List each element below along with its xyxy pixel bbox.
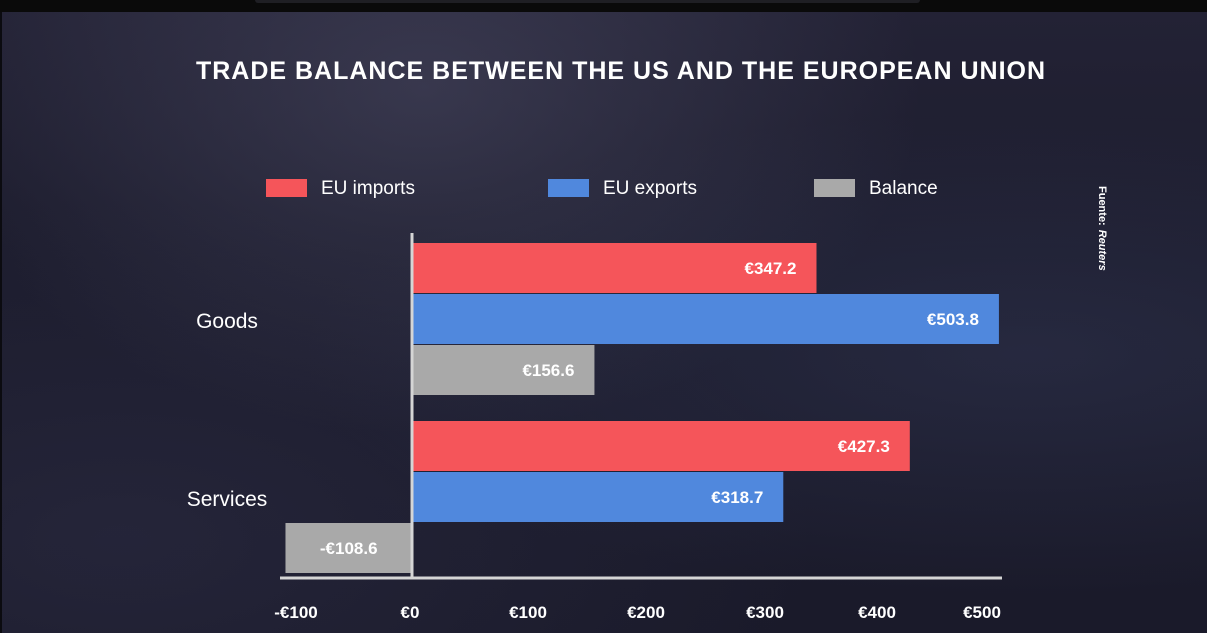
x-tick-labels: -€100 €0 €100 €200 €300 €400 €500 [274,603,1001,622]
legend-swatch-balance [814,179,855,197]
browser-top-bar [0,0,1207,12]
category-label-services: Services [187,488,268,511]
chart-title: TRADE BALANCE BETWEEN THE US AND THE EUR… [196,57,1046,85]
address-bar-edge [255,0,920,3]
bar-goods-eu-exports [412,294,999,344]
category-labels: Goods Services [187,310,268,511]
x-tick-label-1: €0 [401,603,420,622]
bar-services-eu-exports [412,472,784,522]
bar-label-goods-eu-exports: €503.8 [927,310,979,329]
source-note: Fuente: Reuters [1096,186,1108,271]
x-tick-label-0: -€100 [274,603,317,622]
bar-labels: €347.2 €503.8 €156.6 €427.3 €318.7 -€108.6 [320,259,979,558]
bar-label-goods-eu-imports: €347.2 [744,259,796,278]
source-name: Reuters [1096,230,1108,271]
bars [285,243,999,573]
legend-label-eu-exports: EU exports [603,178,697,199]
bar-label-goods-balance: €156.6 [522,361,574,380]
x-tick-label-6: €500 [963,603,1001,622]
x-tick-label-2: €100 [509,603,547,622]
legend-label-eu-imports: EU imports [321,178,415,199]
bar-goods-balance [412,345,595,395]
x-tick-label-5: €400 [858,603,896,622]
bar-services-balance [285,523,412,573]
source-label: Fuente: [1096,186,1108,226]
legend-label-balance: Balance [869,178,938,199]
bar-label-services-balance: -€108.6 [320,539,378,558]
bar-services-eu-imports [412,421,910,471]
bar-label-services-eu-exports: €318.7 [711,488,763,507]
x-tick-label-3: €200 [627,603,665,622]
legend-swatch-eu-imports [266,179,307,197]
legend-swatch-eu-exports [548,179,589,197]
category-label-goods: Goods [196,310,258,333]
bar-label-services-eu-imports: €427.3 [838,437,890,456]
legend: EU imports EU exports Balance [266,178,938,199]
x-tick-label-4: €300 [746,603,784,622]
bar-goods-eu-imports [412,243,817,293]
